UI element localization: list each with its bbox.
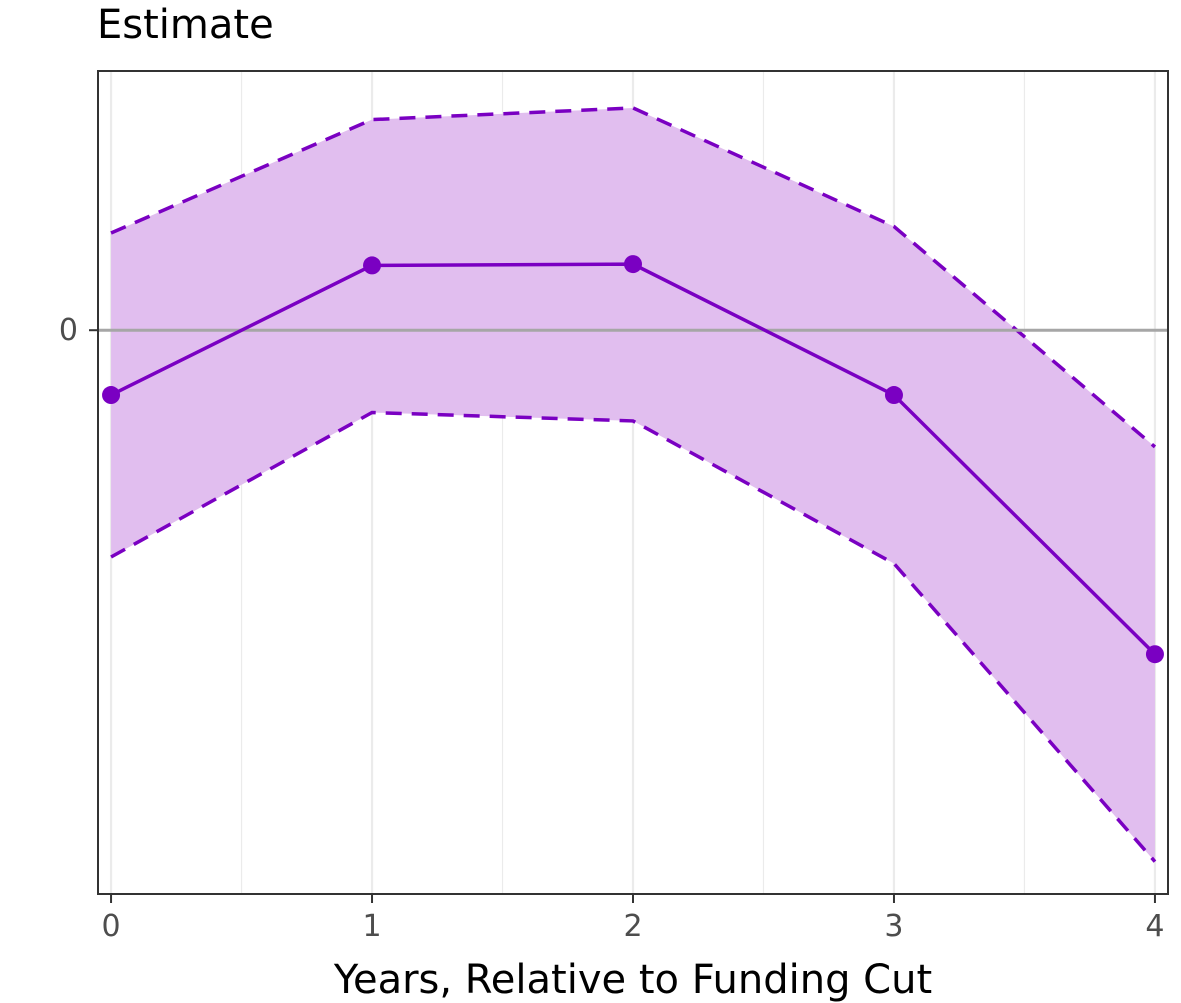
estimate-point — [884, 386, 903, 405]
estimate-point — [102, 386, 121, 405]
x-tick-label: 3 — [884, 909, 903, 944]
y-axis-title: Estimate — [97, 2, 274, 48]
confidence-band — [110, 106, 1157, 863]
upper-bound-line — [110, 106, 1157, 449]
estimate-point — [363, 256, 382, 275]
series-layer — [102, 255, 1164, 664]
x-tick-label: 4 — [1145, 909, 1164, 944]
x-tick-label: 2 — [623, 909, 642, 944]
estimate-point — [1145, 645, 1164, 664]
x-tick-label: 0 — [102, 909, 121, 944]
axis-layer: 0 1 2 3 4 0 — [59, 313, 1165, 944]
x-axis-title: Years, Relative to Funding Cut — [333, 957, 932, 1003]
estimate-point — [624, 255, 642, 274]
lower-bound-line — [110, 410, 1157, 863]
y-tick-label: 0 — [59, 313, 78, 348]
confidence-ribbon — [111, 107, 1155, 862]
x-tick-label: 1 — [362, 909, 381, 944]
